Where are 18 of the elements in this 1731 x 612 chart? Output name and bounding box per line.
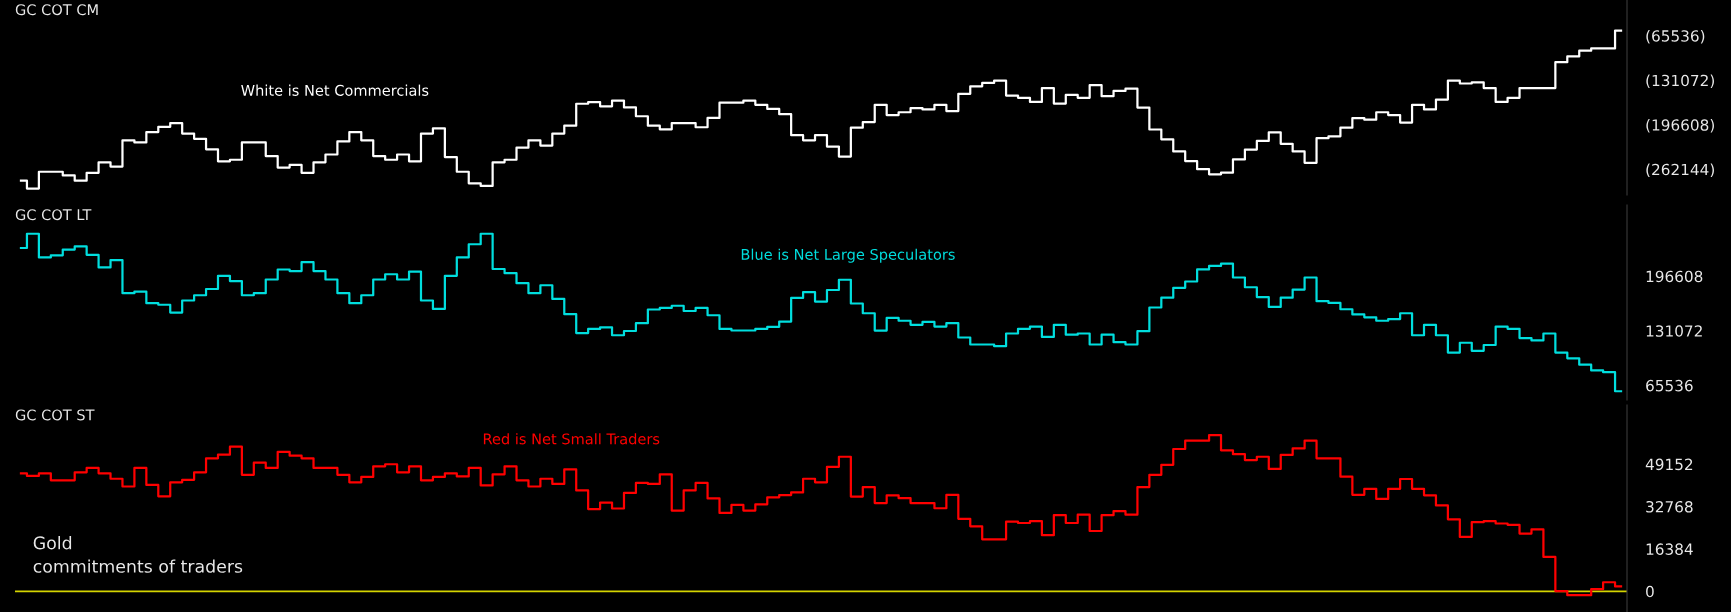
series-label: Red is Net Small Traders [483, 433, 660, 445]
y-tick-label: 0 [1646, 585, 1654, 598]
y-tick-label: 32768 [1646, 500, 1693, 513]
y-tick-label: 131072 [1646, 325, 1702, 337]
text: White is Net Commercials [241, 84, 429, 96]
chart-title: GC COT CM [15, 4, 98, 16]
y-tick-label: 49152 [1645, 458, 1693, 471]
chart-title: GC COT ST [15, 409, 95, 421]
y-tick-label: 65536 [1646, 379, 1693, 392]
y-tick-label: (262144) [1646, 163, 1714, 178]
y-tick-label: (65536) [1646, 29, 1705, 44]
annotation: Gold commitments of traders [33, 536, 243, 573]
series-label: Blue is Net Large Speculators [741, 248, 955, 263]
y-tick-label: 16384 [1646, 543, 1693, 555]
chart-title: GC COT LT [15, 209, 92, 221]
y-tick-label: (131072) [1646, 74, 1714, 89]
y-tick-label: (196608) [1646, 118, 1714, 133]
y-tick-label: 196608 [1646, 270, 1703, 283]
